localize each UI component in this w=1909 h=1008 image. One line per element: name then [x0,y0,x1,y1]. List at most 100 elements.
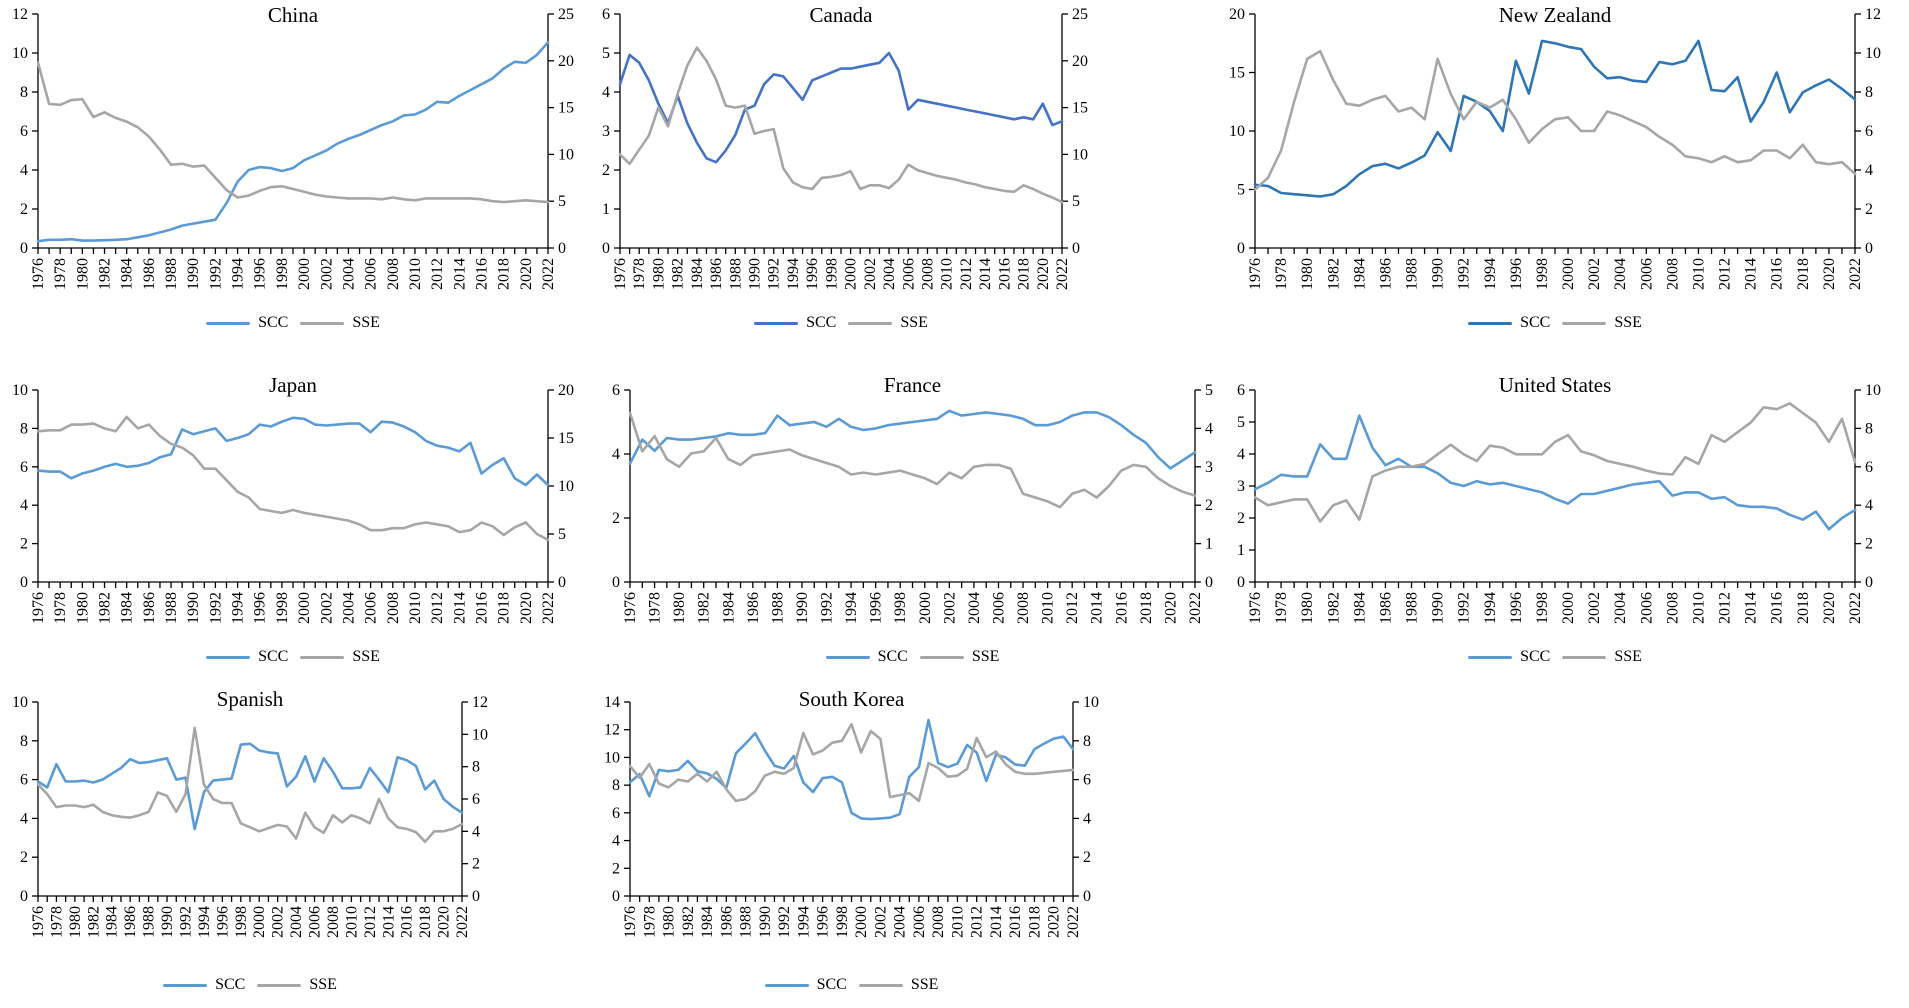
x-axis-tick-label: 1994 [795,906,812,938]
chart-title: New Zealand [1498,3,1612,27]
right-axis-tick-label: 10 [1865,45,1881,62]
x-axis-tick-label: 1980 [74,592,91,624]
x-axis-tick-label: 1980 [671,592,688,624]
x-axis-tick-label: 1986 [122,906,139,938]
x-axis-tick-label: 2014 [451,258,468,290]
x-axis-tick-label: 2016 [473,592,490,624]
x-axis-tick-label: 2016 [1769,258,1786,290]
left-axis-tick-label: 2 [20,536,28,553]
sse-series-line [36,61,550,204]
right-axis-tick-label: 6 [1083,772,1091,789]
right-axis-tick-label: 8 [1865,420,1873,437]
x-axis-tick-label: 2018 [1795,592,1812,624]
left-axis-tick-label: 10 [12,45,28,62]
x-axis-tick-label: 2008 [385,592,402,624]
x-axis-tick-label: 2008 [1664,592,1681,624]
x-axis-tick-label: 2014 [1089,592,1106,624]
right-axis-tick-label: 6 [1865,459,1873,476]
left-axis-tick-label: 0 [1237,240,1245,257]
right-axis-tick-label: 2 [1865,201,1873,218]
x-axis-tick-label: 2006 [307,906,324,938]
left-axis-tick-label: 4 [20,162,28,179]
x-axis-tick-label: 1994 [785,258,802,290]
chart-title: China [267,3,319,27]
scc-series-line [36,40,550,243]
x-axis-tick-label: 2016 [473,258,490,290]
left-axis-tick-label: 14 [604,694,620,711]
right-axis-tick-label: 10 [472,726,488,743]
right-axis-tick-label: 4 [1865,162,1873,179]
sse-series-line [1253,402,1857,523]
left-axis-tick-label: 2 [20,849,28,866]
left-axis-tick-label: 2 [612,510,620,527]
legend-label-scc: SCC [1520,648,1551,665]
x-axis-tick-label: 2002 [318,592,335,624]
left-axis-tick-label: 1 [1237,542,1245,559]
right-axis-tick-label: 0 [558,574,566,591]
x-axis-tick-label: 1998 [274,258,291,290]
legend-label-scc: SCC [806,314,837,331]
x-axis-tick-label: 1990 [185,258,202,290]
left-axis-tick-label: 6 [1237,382,1245,399]
sse-series-line [1253,49,1857,191]
x-axis-tick-label: 2000 [853,906,870,938]
scc-series-line [628,409,1197,470]
x-axis-tick-label: 2000 [843,258,860,290]
right-axis-tick-label: 20 [1072,53,1088,70]
right-axis-tick-label: 10 [558,478,574,495]
right-axis-tick-label: 3 [1205,459,1213,476]
left-axis: 0 2 4 6 8 10 [12,694,39,905]
left-axis-tick-label: 0 [602,240,610,257]
legend-label-sse: SSE [1614,314,1642,331]
x-axis-tick-label: 2006 [363,592,380,624]
x-axis-tick-label: 2018 [496,592,513,624]
left-axis-tick-label: 10 [12,694,28,711]
x-axis-tick-label: 2004 [340,258,357,290]
left-axis-tick-label: 8 [612,777,620,794]
left-axis: 0 5 10 15 20 [1229,6,1256,257]
x-axis-tick-label: 2004 [881,258,898,290]
x-axis-tick-label: 1998 [834,906,851,938]
x-axis-tick-label: 1984 [689,258,706,290]
x-axis-tick-label: 1984 [104,906,121,938]
x-axis-tick-label: 2000 [917,592,934,624]
x-axis-tick-label: 2014 [451,592,468,624]
scc-line-swatch [1468,321,1513,325]
legend-label-scc: SCC [258,648,289,665]
right-axis-tick-label: 12 [1865,6,1881,23]
right-axis-tick-label: 20 [558,53,574,70]
x-axis-tick-label: 2002 [1586,592,1603,624]
x-axis-tick-label: 2004 [1612,258,1629,290]
right-axis-tick-label: 10 [1865,382,1881,399]
scc-line-swatch [1468,655,1513,659]
left-axis-tick-label: 6 [20,772,28,789]
x-axis-tick-label: 1978 [52,258,69,290]
right-axis: 0 5 10 15 20 [547,382,574,591]
left-axis-tick-label: 15 [1229,65,1245,82]
x-axis-tick-label: 1976 [622,592,639,624]
sse-series-line [628,722,1075,803]
x-axis-tick-label: 1976 [1247,258,1264,290]
x-axis-tick-label: 1992 [776,906,793,938]
x-axis-tick-label: 1990 [747,258,764,290]
scc-series-line [628,718,1075,821]
chart-title: France [883,373,942,397]
x-axis-tick-label: 1988 [738,906,755,938]
x-axis-tick-label: 2018 [1138,592,1155,624]
x-axis-tick-label: 2014 [988,906,1005,938]
left-axis-tick-label: 6 [20,123,28,140]
right-axis-tick-label: 5 [1205,382,1213,399]
x-axis-tick-label: 1978 [1273,258,1290,290]
x-axis-tick-label: 2004 [340,592,357,624]
x-axis-tick-label: 2004 [966,592,983,624]
left-axis-tick-label: 6 [612,805,620,822]
x-axis-tick-label: 2008 [1664,258,1681,290]
x-axis-tick-label: 1982 [680,906,697,938]
x-axis-tick-label: 1976 [612,258,629,290]
x-axis-tick-label: 1992 [207,592,224,624]
x-axis-tick-label: 2018 [1016,258,1033,290]
x-axis-tick-label: 1996 [252,258,269,290]
x-axis-tick-label: 1992 [207,258,224,290]
right-axis-tick-label: 5 [1072,193,1080,210]
